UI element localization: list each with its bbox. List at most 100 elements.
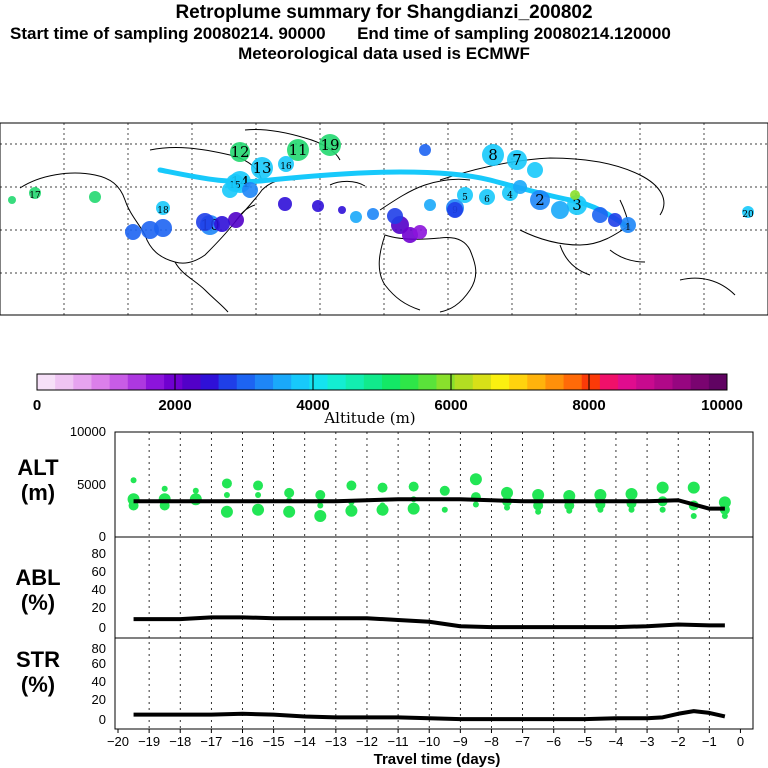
alt-scatter-point bbox=[252, 503, 265, 516]
sampling-times: Start time of sampling 20080214. 90000 E… bbox=[10, 24, 768, 44]
x-tick-label: −12 bbox=[356, 734, 378, 749]
x-tick-label: −16 bbox=[231, 734, 253, 749]
colorbar-tick: 0 bbox=[33, 397, 41, 414]
plume-dot bbox=[413, 225, 427, 239]
plume-dot bbox=[278, 197, 292, 211]
x-tick-label: −10 bbox=[418, 734, 440, 749]
colorbar-cell bbox=[654, 374, 674, 390]
alt-scatter-point bbox=[656, 481, 669, 494]
colorbar-cell bbox=[37, 374, 56, 390]
colorbar-cell bbox=[490, 374, 510, 390]
alt-scatter-point bbox=[690, 513, 697, 519]
plume-dot bbox=[312, 200, 324, 212]
abl-ytick: 20 bbox=[92, 600, 106, 615]
plume-dot bbox=[154, 219, 172, 237]
abl-ytick: 80 bbox=[92, 546, 106, 561]
map-marker-label: 19 bbox=[320, 136, 339, 154]
map-markers: 1911121316141587321091456171820 bbox=[8, 134, 754, 243]
str-ytick: 80 bbox=[92, 641, 106, 656]
plume-dot bbox=[242, 182, 258, 198]
colorbar-cell bbox=[527, 374, 546, 390]
colorbar-cell bbox=[145, 374, 165, 390]
alt-scatter-point bbox=[283, 505, 296, 518]
colorbar-cell bbox=[109, 374, 129, 390]
x-tick-label: −14 bbox=[294, 734, 316, 749]
plume-dot bbox=[419, 144, 431, 156]
colorbar-cell bbox=[599, 374, 619, 390]
plume-dot bbox=[592, 207, 608, 223]
str-ytick: 0 bbox=[99, 712, 106, 727]
colorbar-cell bbox=[382, 374, 401, 390]
met-data-note: Meteorological data used is ECMWF bbox=[238, 44, 530, 63]
colorbar-tick: 2000 bbox=[158, 397, 191, 414]
alt-scatter-point bbox=[563, 490, 576, 503]
alt-scatter-point bbox=[317, 502, 324, 509]
colorbar-cell bbox=[127, 374, 147, 390]
x-tick-label: −20 bbox=[107, 734, 129, 749]
alt-label: ALT bbox=[17, 455, 59, 480]
map-marker: 3 bbox=[567, 195, 587, 215]
plume-dot bbox=[447, 202, 463, 218]
map-marker-label: 20 bbox=[742, 210, 754, 220]
map-marker-label: 7 bbox=[512, 151, 522, 169]
map-marker: 7 bbox=[507, 150, 527, 170]
colorbar-cell bbox=[563, 374, 583, 390]
alt-scatter-point bbox=[659, 506, 666, 513]
x-tick-label: 0 bbox=[737, 734, 744, 749]
str-ytick: 60 bbox=[92, 656, 106, 671]
alt-mean-line bbox=[133, 497, 725, 511]
alt-scatter-point bbox=[314, 510, 327, 522]
alt-scatter-point bbox=[346, 480, 357, 491]
plume-dot bbox=[8, 196, 16, 204]
start-time: Start time of sampling 20080214. 90000 bbox=[10, 24, 326, 43]
map-marker: 17 bbox=[29, 187, 41, 201]
plume-dot bbox=[196, 213, 214, 231]
x-tick-label: −11 bbox=[388, 734, 409, 749]
str-ytick: 40 bbox=[92, 674, 106, 689]
str-unit: (%) bbox=[21, 672, 55, 697]
alt-scatter-point bbox=[315, 490, 326, 500]
alt-scatter-point bbox=[441, 506, 448, 513]
map-marker: 5 bbox=[457, 187, 473, 203]
alt-ytick: 0 bbox=[99, 529, 106, 544]
x-tick-label: −4 bbox=[609, 734, 624, 749]
alt-scatter-point bbox=[535, 508, 542, 515]
alt-scatter-point bbox=[594, 489, 607, 501]
map-marker: 1 bbox=[620, 217, 636, 233]
x-tick-label: −15 bbox=[263, 734, 285, 749]
alt-scatter-point bbox=[625, 487, 638, 500]
alt-scatter-point bbox=[501, 486, 514, 499]
x-tick-label: −5 bbox=[577, 734, 592, 749]
colorbar-cell bbox=[291, 374, 310, 390]
x-tick-label: −6 bbox=[546, 734, 561, 749]
alt-scatter-point bbox=[284, 487, 295, 498]
map-marker-label: 6 bbox=[484, 195, 490, 205]
alt-scatter-point bbox=[253, 480, 264, 491]
alt-scatter-point bbox=[220, 505, 233, 518]
x-tick-label: −19 bbox=[138, 734, 160, 749]
map-marker: 2 bbox=[530, 190, 550, 210]
abl-ytick: 0 bbox=[99, 620, 106, 635]
colorbar-cell bbox=[200, 374, 220, 390]
map-marker-label: 8 bbox=[488, 146, 498, 164]
colorbar-cell bbox=[345, 374, 365, 390]
plume-dot bbox=[513, 180, 527, 194]
plume-dot bbox=[228, 212, 244, 228]
plume-dot bbox=[367, 208, 379, 220]
plume-dot bbox=[125, 224, 141, 240]
plume-dot bbox=[608, 213, 622, 227]
plume-dot bbox=[214, 216, 230, 232]
plume-dot bbox=[89, 191, 101, 203]
map-marker-label: 2 bbox=[535, 191, 545, 209]
colorbar-cell bbox=[309, 374, 329, 390]
colorbar-tick: 6000 bbox=[434, 397, 467, 414]
map-marker: 16 bbox=[278, 156, 294, 172]
alt-scatter-point bbox=[407, 502, 420, 515]
world-map: 1911121316141587321091456171820 bbox=[0, 122, 768, 316]
time-panels: ALT (m) ABL (%) STR (%) 10000 5000 0 80 … bbox=[15, 424, 754, 768]
abl-ytick: 40 bbox=[92, 582, 106, 597]
alt-scatter-point bbox=[504, 504, 511, 511]
map-marker: 11 bbox=[287, 139, 309, 161]
alt-scatter-point bbox=[721, 513, 728, 519]
colorbar-cell bbox=[55, 374, 74, 390]
